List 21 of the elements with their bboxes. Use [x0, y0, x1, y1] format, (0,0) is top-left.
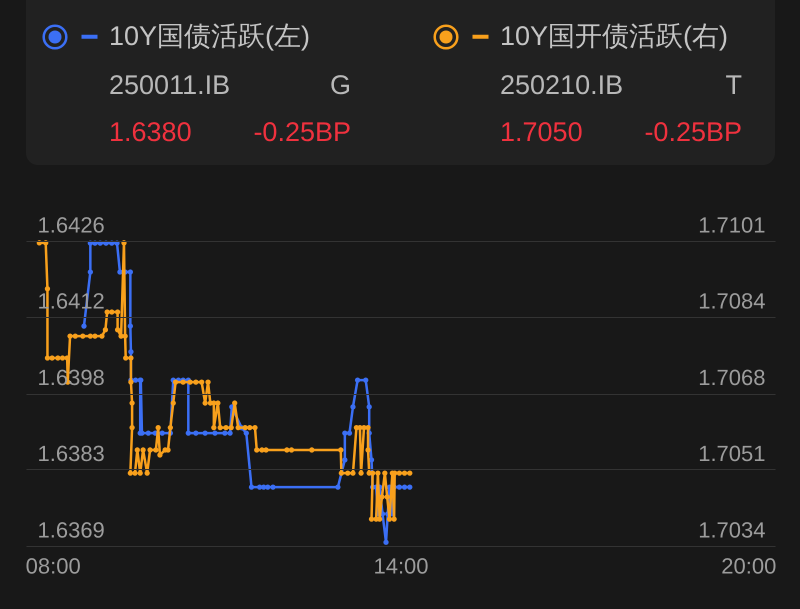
- text: 250210.IB: [500, 70, 624, 100]
- x-tick-label: 20:00: [721, 554, 776, 578]
- y2-tick-label: 1.7034: [698, 518, 766, 542]
- y2-tick-label: 1.7101: [698, 212, 766, 238]
- text: -0.25BP: [253, 117, 351, 147]
- x-tick-label: 14:00: [373, 554, 429, 578]
- text: -0.25BP: [644, 117, 742, 147]
- legend-label: 10Y国债活跃(左): [109, 20, 310, 51]
- y2-tick-label: 1.7084: [698, 288, 766, 314]
- y-tick-label: 1.6426: [38, 212, 105, 238]
- text: G: [330, 70, 351, 100]
- text: 1.6380: [109, 117, 192, 147]
- text: T: [726, 70, 742, 100]
- y-tick-label: 1.6369: [38, 518, 105, 542]
- y2-tick-label: 1.7051: [698, 441, 766, 466]
- x-tick-label: 08:00: [26, 554, 81, 578]
- y-tick-label: 1.6383: [38, 440, 105, 466]
- text: 1.7050: [500, 117, 583, 147]
- y2-tick-label: 1.7068: [698, 365, 766, 390]
- text: 250011.IB: [109, 70, 230, 100]
- legend-label: 10Y国开债活跃(右): [500, 20, 728, 51]
